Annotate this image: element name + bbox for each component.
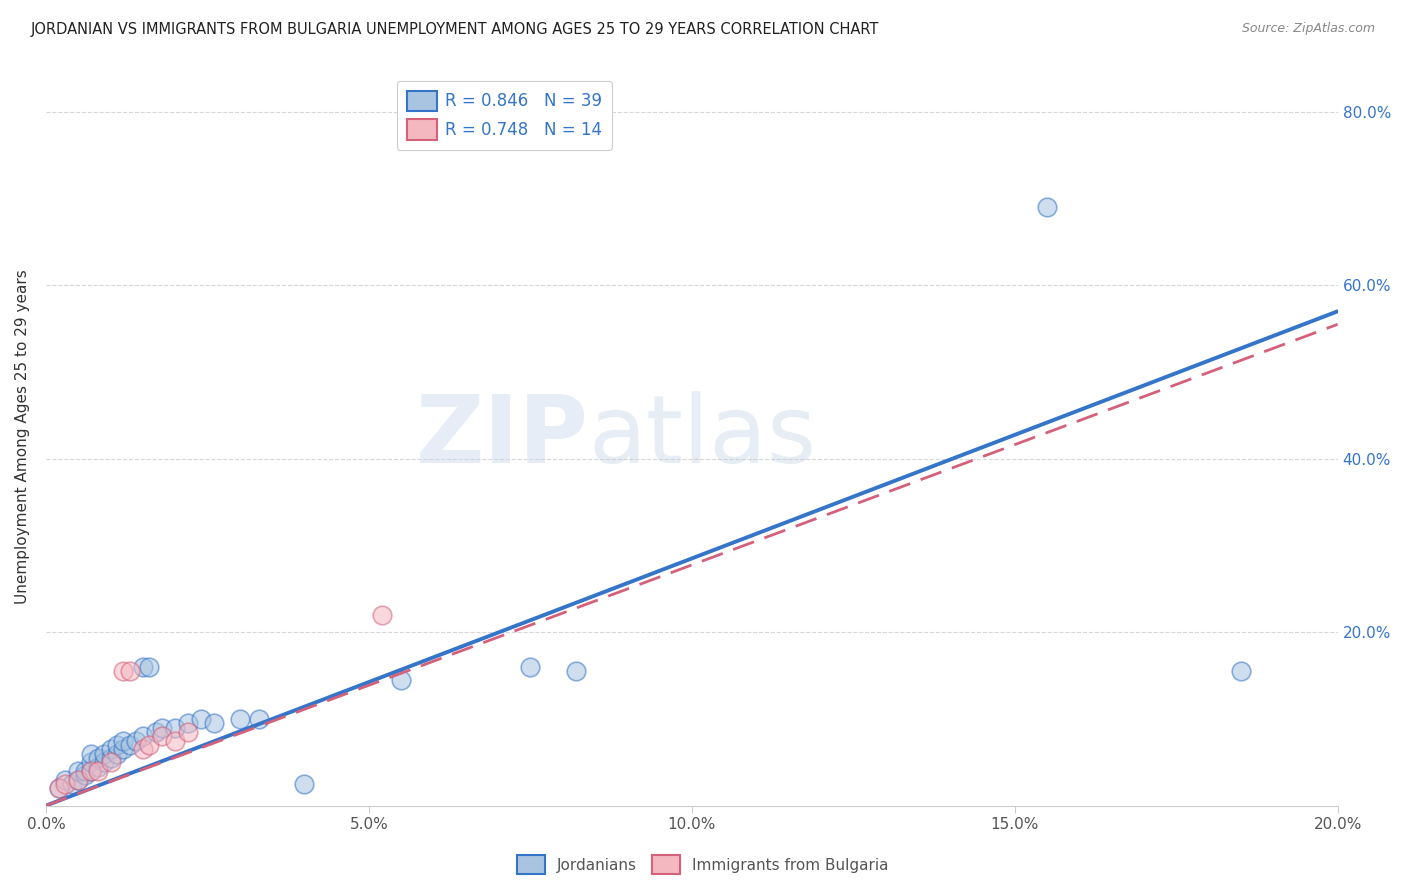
Y-axis label: Unemployment Among Ages 25 to 29 years: Unemployment Among Ages 25 to 29 years bbox=[15, 269, 30, 605]
Point bbox=[138, 660, 160, 674]
Text: atlas: atlas bbox=[589, 391, 817, 483]
Point bbox=[48, 781, 70, 796]
Point bbox=[190, 712, 212, 726]
Point bbox=[177, 725, 200, 739]
Point bbox=[118, 738, 141, 752]
Text: ZIP: ZIP bbox=[416, 391, 589, 483]
Point bbox=[60, 777, 83, 791]
Point bbox=[53, 772, 76, 787]
Text: Source: ZipAtlas.com: Source: ZipAtlas.com bbox=[1241, 22, 1375, 36]
Point bbox=[112, 733, 135, 747]
Point bbox=[165, 721, 187, 735]
Point bbox=[145, 725, 167, 739]
Point bbox=[86, 751, 108, 765]
Point bbox=[371, 607, 394, 622]
Point bbox=[80, 764, 103, 778]
Point bbox=[202, 716, 225, 731]
Point bbox=[93, 747, 115, 761]
Point bbox=[132, 742, 155, 756]
Legend: R = 0.846   N = 39, R = 0.748   N = 14: R = 0.846 N = 39, R = 0.748 N = 14 bbox=[396, 80, 612, 150]
Point bbox=[100, 751, 122, 765]
Point bbox=[132, 729, 155, 743]
Point bbox=[519, 660, 541, 674]
Point bbox=[100, 756, 122, 770]
Point bbox=[165, 733, 187, 747]
Point bbox=[247, 712, 270, 726]
Point bbox=[138, 738, 160, 752]
Point bbox=[93, 756, 115, 770]
Point bbox=[105, 747, 128, 761]
Point bbox=[105, 738, 128, 752]
Point bbox=[86, 759, 108, 773]
Point bbox=[80, 764, 103, 778]
Text: JORDANIAN VS IMMIGRANTS FROM BULGARIA UNEMPLOYMENT AMONG AGES 25 TO 29 YEARS COR: JORDANIAN VS IMMIGRANTS FROM BULGARIA UN… bbox=[31, 22, 879, 37]
Point bbox=[1036, 200, 1059, 214]
Legend: Jordanians, Immigrants from Bulgaria: Jordanians, Immigrants from Bulgaria bbox=[512, 849, 894, 880]
Point bbox=[67, 772, 90, 787]
Point bbox=[48, 781, 70, 796]
Point bbox=[177, 716, 200, 731]
Point bbox=[80, 747, 103, 761]
Point bbox=[125, 733, 148, 747]
Point bbox=[80, 756, 103, 770]
Point bbox=[292, 777, 315, 791]
Point bbox=[150, 721, 173, 735]
Point bbox=[73, 768, 96, 782]
Point bbox=[67, 764, 90, 778]
Point bbox=[112, 742, 135, 756]
Point bbox=[73, 764, 96, 778]
Point bbox=[100, 742, 122, 756]
Point bbox=[67, 772, 90, 787]
Point bbox=[112, 664, 135, 678]
Point bbox=[53, 777, 76, 791]
Point bbox=[86, 764, 108, 778]
Point bbox=[132, 660, 155, 674]
Point bbox=[564, 664, 586, 678]
Point bbox=[150, 729, 173, 743]
Point bbox=[118, 664, 141, 678]
Point bbox=[1229, 664, 1251, 678]
Point bbox=[389, 673, 412, 687]
Point bbox=[228, 712, 250, 726]
